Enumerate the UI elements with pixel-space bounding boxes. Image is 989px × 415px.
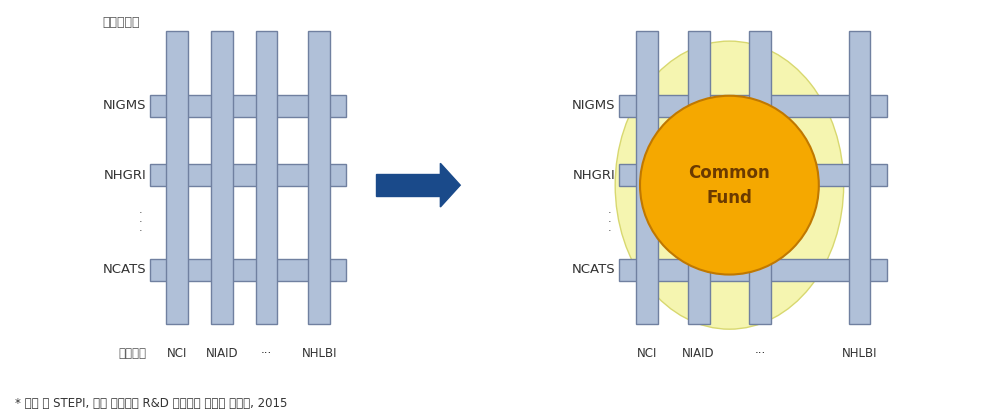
Polygon shape [440, 163, 460, 207]
Text: Common
Fund: Common Fund [688, 164, 770, 207]
Bar [150, 95, 346, 117]
Bar [166, 31, 188, 324]
Text: ·
·
·: · · · [138, 208, 142, 236]
Text: NIAID: NIAID [206, 347, 238, 360]
Text: NCI: NCI [167, 347, 187, 360]
Text: NHGRI: NHGRI [104, 169, 146, 182]
Text: NIAID: NIAID [682, 347, 715, 360]
Bar [636, 31, 658, 324]
Bar [849, 31, 870, 324]
Text: NIGMS: NIGMS [103, 99, 146, 112]
Bar [687, 31, 709, 324]
Text: NCATS: NCATS [103, 263, 146, 276]
Bar [619, 259, 887, 281]
Text: NIGMS: NIGMS [572, 99, 615, 112]
Text: 연구영역별: 연구영역별 [103, 16, 140, 29]
Bar [309, 31, 330, 324]
Bar [211, 31, 232, 324]
Bar [619, 164, 887, 186]
Bar [150, 259, 346, 281]
Text: * 자료 ： STEPI, 미국 보건의료 R&D 시스템의 특징과 시사점, 2015: * 자료 ： STEPI, 미국 보건의료 R&D 시스템의 특징과 시사점, … [15, 397, 288, 410]
Text: ···: ··· [755, 347, 765, 360]
Text: 질환군별: 질환군별 [119, 347, 146, 360]
Text: NHLBI: NHLBI [302, 347, 337, 360]
Text: ·
·
·: · · · [607, 208, 611, 236]
Bar [150, 164, 346, 186]
Text: NHGRI: NHGRI [573, 169, 615, 182]
Bar [750, 31, 771, 324]
Ellipse shape [615, 41, 844, 329]
Circle shape [640, 96, 819, 275]
Text: NCATS: NCATS [572, 263, 615, 276]
Text: NHLBI: NHLBI [842, 347, 877, 360]
Bar [255, 31, 278, 324]
Bar [619, 95, 887, 117]
Text: NCI: NCI [637, 347, 657, 360]
Text: ···: ··· [261, 347, 272, 360]
Polygon shape [376, 174, 440, 196]
